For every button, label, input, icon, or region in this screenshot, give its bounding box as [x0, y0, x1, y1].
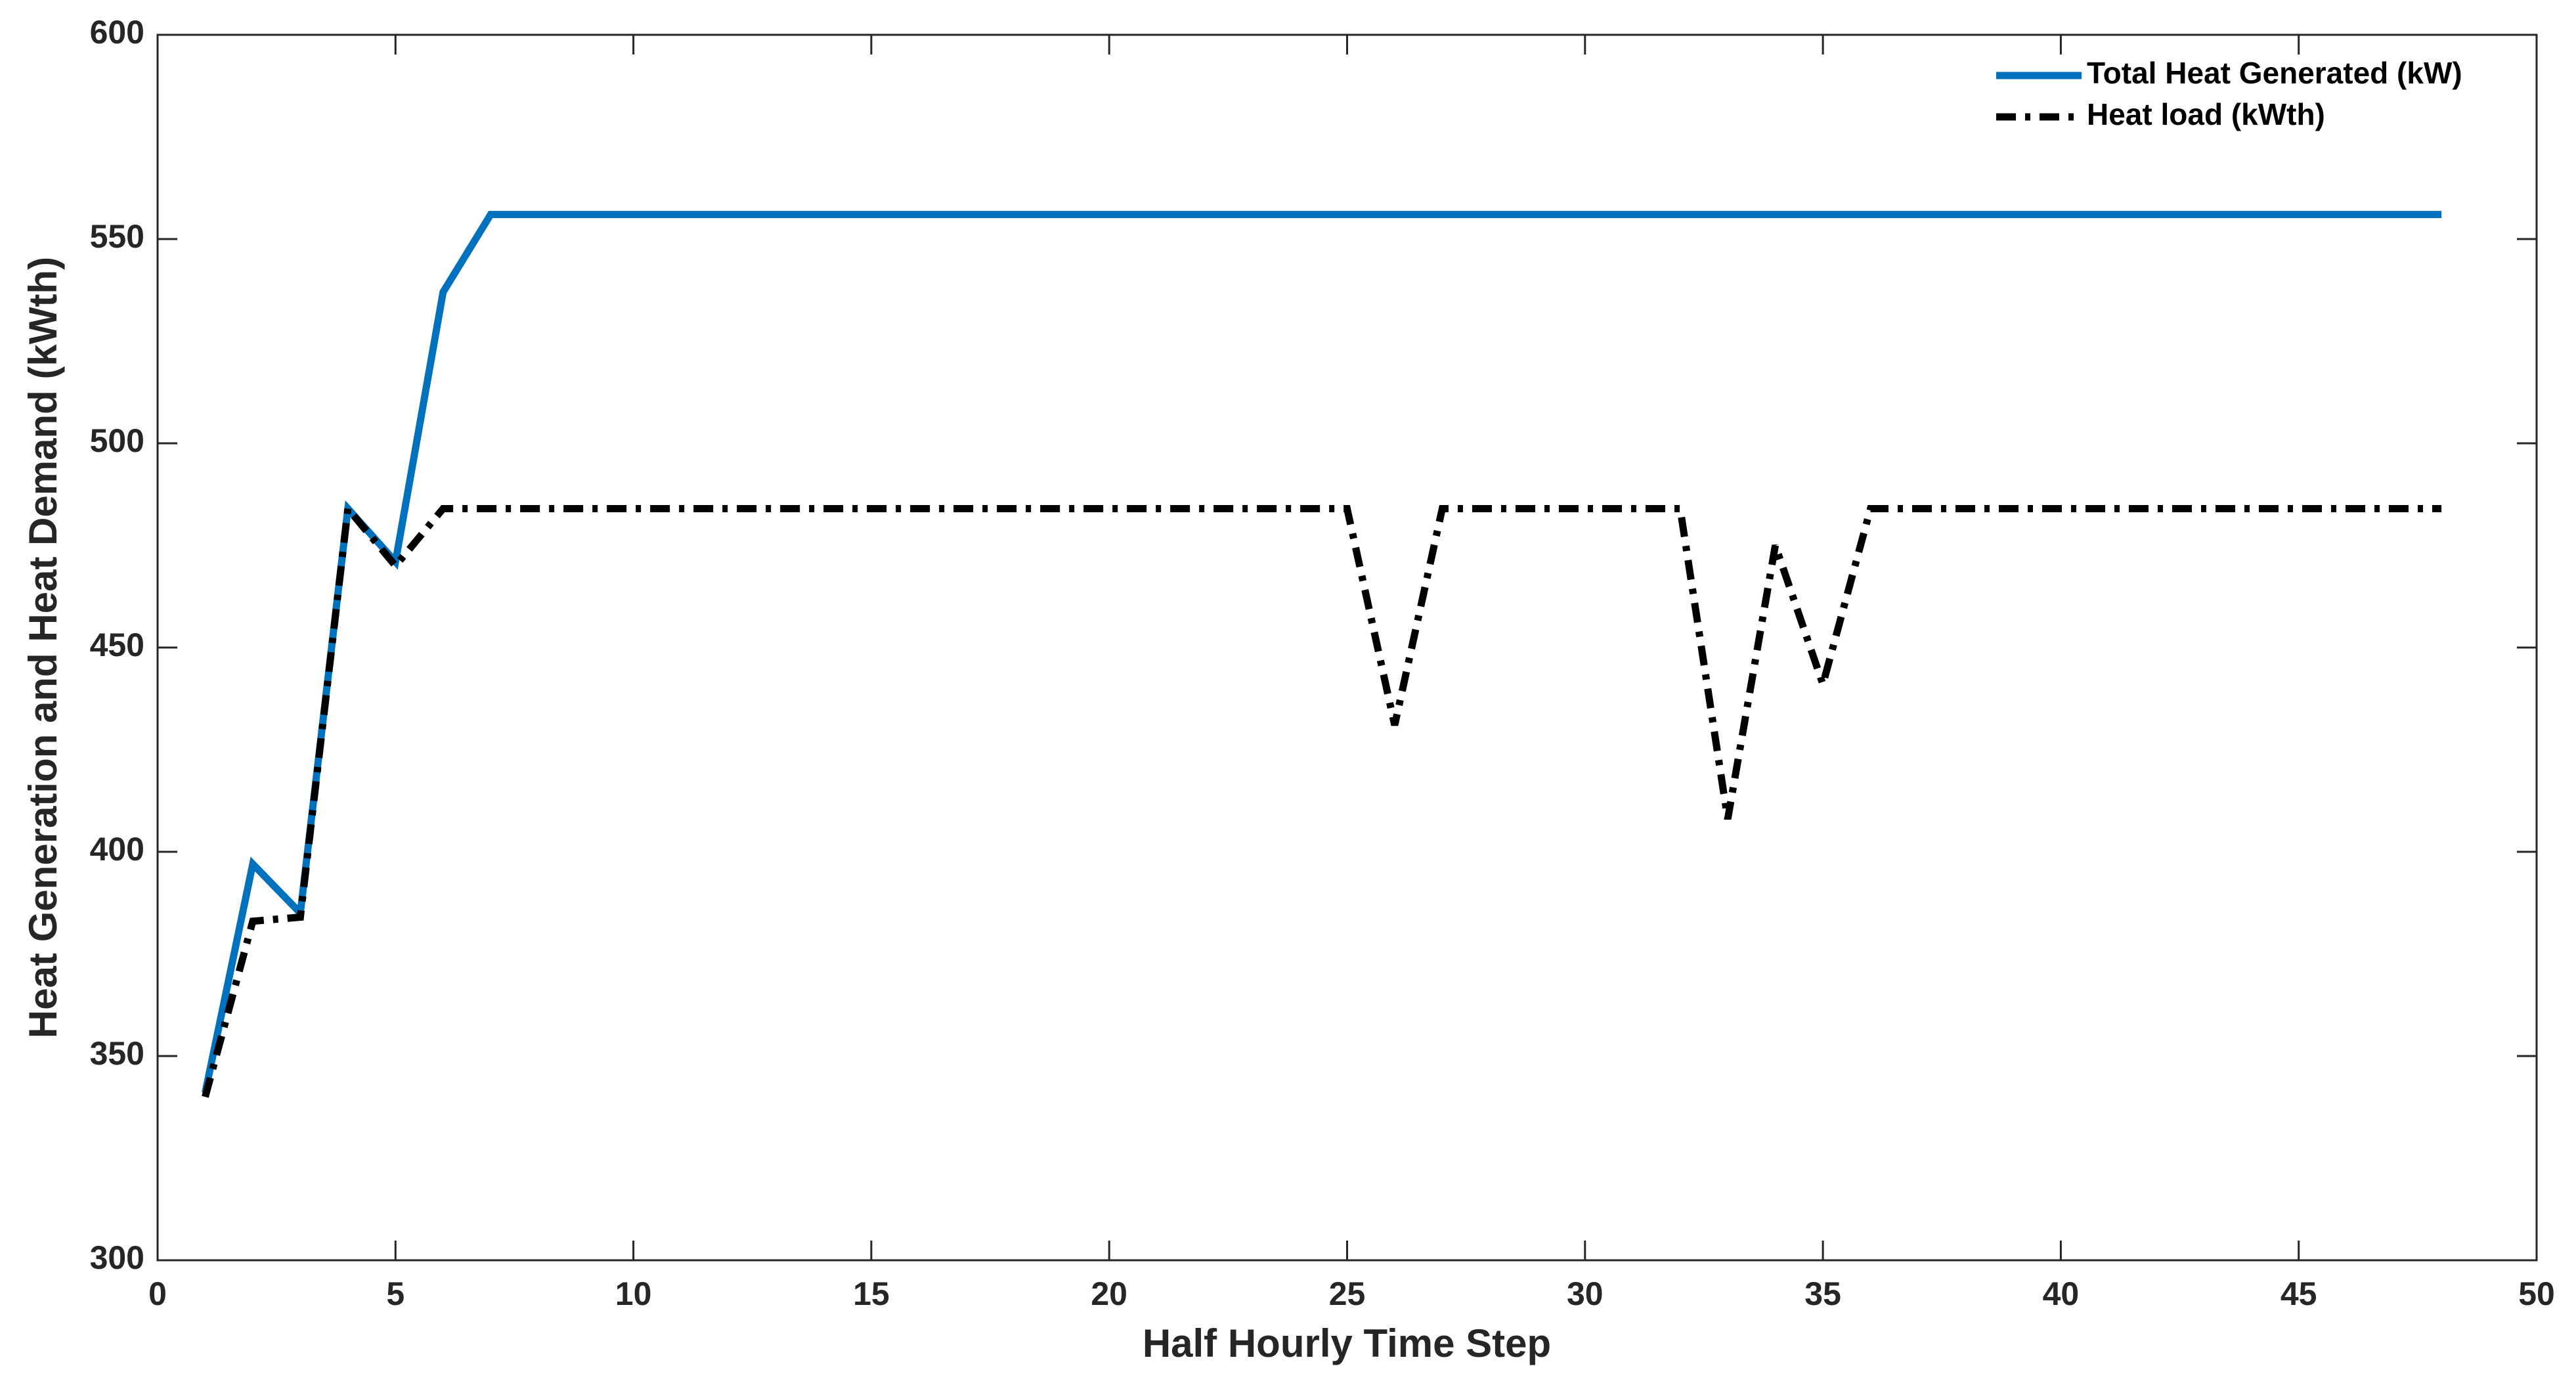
y-tick-label: 600 [90, 14, 144, 51]
y-tick-label: 350 [90, 1035, 144, 1072]
legend-label: Total Heat Generated (kW) [2087, 56, 2462, 90]
x-tick-label: 40 [2043, 1275, 2080, 1312]
x-tick-label: 50 [2518, 1275, 2555, 1312]
y-tick-label: 500 [90, 422, 144, 459]
x-tick-label: 25 [1329, 1275, 1366, 1312]
series-line [202, 500, 2442, 1098]
x-tick-label: 20 [1091, 1275, 1127, 1312]
x-tick-label: 15 [853, 1275, 890, 1312]
y-axis-label: Heat Generation and Heat Demand (kWth) [21, 257, 65, 1038]
plot-area [156, 33, 2538, 1262]
y-tick-label: 450 [90, 627, 144, 663]
x-tick-label: 30 [1567, 1275, 1604, 1312]
x-tick-label: 5 [386, 1275, 404, 1312]
x-tick-label: 0 [148, 1275, 167, 1312]
series-line [202, 211, 2442, 1094]
x-tick-label: 35 [1804, 1275, 1841, 1312]
x-tick-label: 45 [2281, 1275, 2317, 1312]
y-tick-label: 400 [90, 831, 144, 868]
x-axis-label: Half Hourly Time Step [1143, 1321, 1551, 1365]
x-tick-label: 10 [615, 1275, 652, 1312]
legend-label: Heat load (kWth) [2087, 97, 2325, 131]
y-tick-label: 300 [90, 1239, 144, 1276]
y-tick-label: 550 [90, 218, 144, 255]
